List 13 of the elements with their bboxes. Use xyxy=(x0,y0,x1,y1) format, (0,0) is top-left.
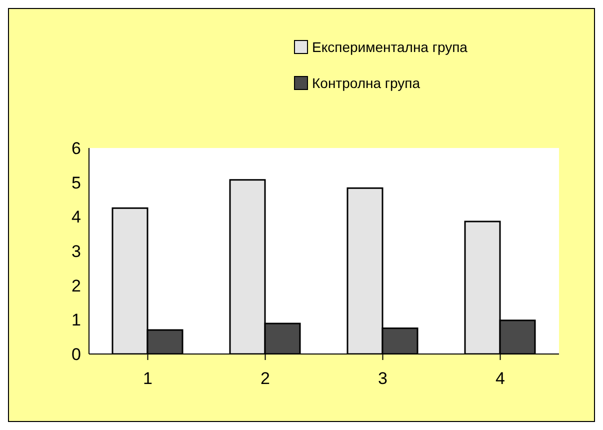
y-tick-label: 6 xyxy=(72,139,81,158)
x-tick-label: 3 xyxy=(378,369,388,388)
y-tick-label: 3 xyxy=(72,242,81,262)
y-tick-label: 4 xyxy=(72,208,81,227)
y-tick-label: 1 xyxy=(72,310,81,330)
x-tick-label: 1 xyxy=(143,369,152,388)
y-tick-label: 0 xyxy=(72,345,81,364)
legend-label: Експериментална група xyxy=(312,39,468,55)
x-tick-label: 4 xyxy=(496,369,505,388)
legend-label: Контролна група xyxy=(312,75,420,91)
y-tick-label: 2 xyxy=(72,276,81,296)
y-tick-label: 5 xyxy=(72,173,81,192)
x-tick-label: 2 xyxy=(260,369,270,388)
